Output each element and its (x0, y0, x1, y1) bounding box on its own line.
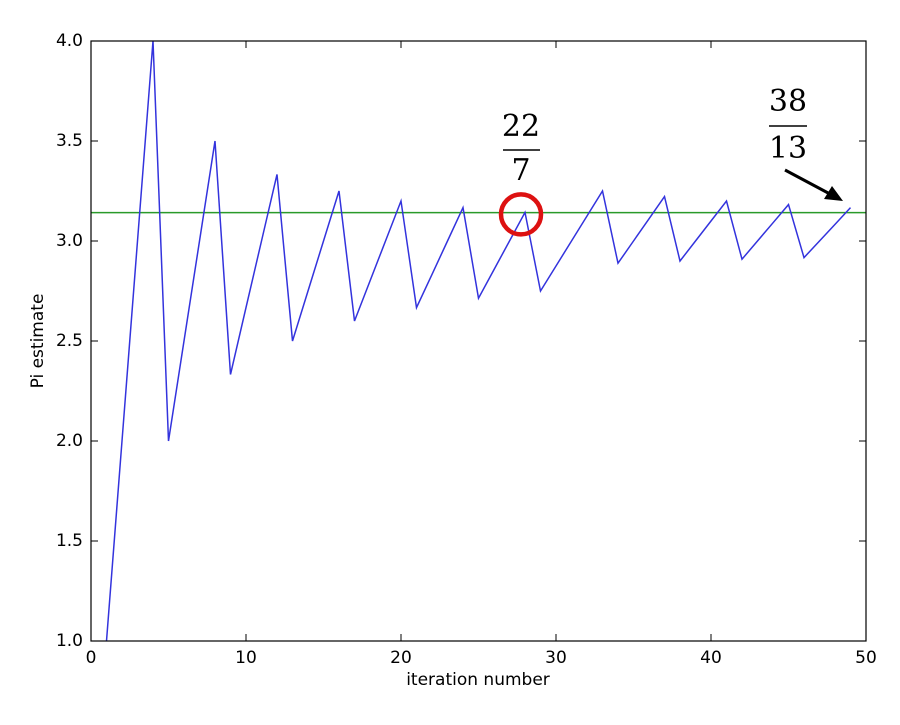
x-tick-label: 40 (700, 648, 722, 668)
annotation-denominator: 13 (769, 131, 807, 166)
arrow-head (824, 186, 843, 201)
y-tick-label: 3.5 (56, 131, 83, 151)
x-tick-label: 30 (545, 648, 567, 668)
annotation-numerator: 38 (769, 84, 807, 119)
y-tick-label: 1.5 (56, 531, 83, 551)
x-tick-label: 0 (86, 648, 97, 668)
x-tick-label: 50 (855, 648, 877, 668)
annotation-denominator: 7 (511, 153, 530, 188)
annotations: 22 7 38 13 (502, 84, 843, 201)
y-tick-label: 3.0 (56, 231, 83, 251)
x-tick-label: 10 (235, 648, 257, 668)
annotation-numerator: 22 (502, 109, 540, 144)
data-line (105, 41, 852, 641)
y-tick-label: 1.0 (56, 631, 83, 651)
plot-frame (90, 40, 867, 642)
y-tick-label: 2.5 (56, 331, 83, 351)
y-tick-label: 4.0 (56, 31, 83, 51)
highlight-circle (498, 192, 544, 237)
y-tick-label: 2.0 (56, 431, 83, 451)
x-axis-label: iteration number (406, 670, 550, 690)
y-axis-label: Pi estimate (28, 294, 48, 389)
x-tick-label: 20 (390, 648, 412, 668)
arrow (784, 168, 831, 196)
